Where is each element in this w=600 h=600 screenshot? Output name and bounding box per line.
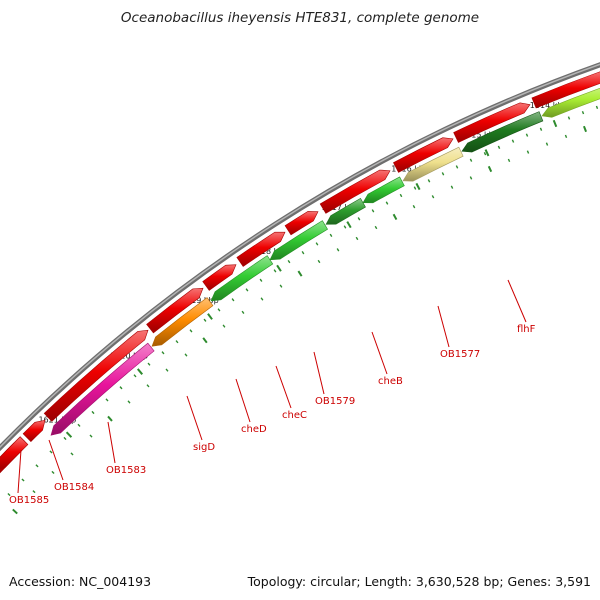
forward-strand-genes (0, 71, 600, 474)
gene-label-ob1585: OB1585 (9, 495, 49, 506)
leader-line (371, 331, 388, 375)
leader-line (275, 365, 292, 409)
forward-gene-9 (393, 137, 454, 173)
map-title: Oceanobacillus iheyensis HTE831, complet… (120, 10, 480, 26)
gene-label-flhf: flhF (517, 324, 536, 335)
gene-label-sigd: sigD (193, 442, 215, 453)
gene-label-ob1584: OB1584 (54, 482, 94, 493)
kbp-label: 1619 kbp (181, 296, 219, 305)
leader-line (107, 421, 116, 464)
backbone (0, 62, 600, 452)
forward-gene-2 (22, 419, 46, 443)
leader-line (507, 279, 527, 323)
forward-gene-6 (236, 231, 286, 267)
genome-stats-text: Topology: circular; Length: 3,630,528 bp… (247, 574, 591, 589)
gene-label-ched: cheD (241, 424, 267, 435)
leader-line (17, 449, 22, 494)
forward-gene-8 (319, 169, 391, 214)
reverse-gene-cheb (362, 176, 405, 204)
reverse-gene-ob1577 (402, 146, 464, 182)
reverse-gene-unlabeled (541, 87, 600, 118)
gene-label-chec: cheC (282, 410, 307, 421)
leader-line (186, 395, 203, 441)
reverse-gene-sigd (151, 297, 214, 347)
gene-label-ob1583: OB1583 (106, 465, 146, 476)
reverse-gene-flhf (461, 111, 544, 153)
kbp-label: 1621 kbp (38, 415, 76, 424)
inner-ticks (12, 125, 588, 515)
leader-line (313, 351, 325, 395)
gene-labels: OB1585 OB1584 OB1583 sigD cheD cheC OB1579 cheB… (9, 279, 536, 506)
kbp-scale: 1614 kbp 1615 kbp 1616 kbp 1617 kbp 1618 kbp… (7, 101, 599, 497)
gene-label-ob1577: OB1577 (440, 349, 480, 360)
forward-gene-11 (531, 71, 600, 109)
kbp-label: 1615 kbp (461, 130, 499, 139)
reverse-gene-ob1583 (50, 342, 155, 436)
reverse-strand-genes (0, 87, 600, 470)
kbp-label: 1617 kbp (322, 203, 360, 212)
accession-text: Accession: NC_004193 (9, 574, 152, 589)
reverse-gene-chec (269, 220, 328, 261)
gene-label-cheb: cheB (378, 376, 403, 387)
forward-gene-7 (284, 211, 319, 236)
kbp-label: 1616 kbp (391, 164, 429, 173)
kbp-label: 1618 kbp (251, 247, 289, 256)
leader-line (235, 378, 251, 423)
forward-gene-3 (43, 329, 149, 422)
reverse-gene-ob1585-arrow (0, 436, 29, 470)
forward-gene-4 (146, 287, 204, 334)
leader-line (437, 305, 450, 348)
kbp-label: 1614 kbp (530, 101, 568, 110)
gene-label-ob1579: OB1579 (315, 396, 355, 407)
forward-gene-5 (202, 264, 237, 291)
leader-line (48, 439, 64, 481)
forward-gene-10 (453, 102, 531, 143)
kbp-label: 1620 kbp (110, 352, 148, 361)
